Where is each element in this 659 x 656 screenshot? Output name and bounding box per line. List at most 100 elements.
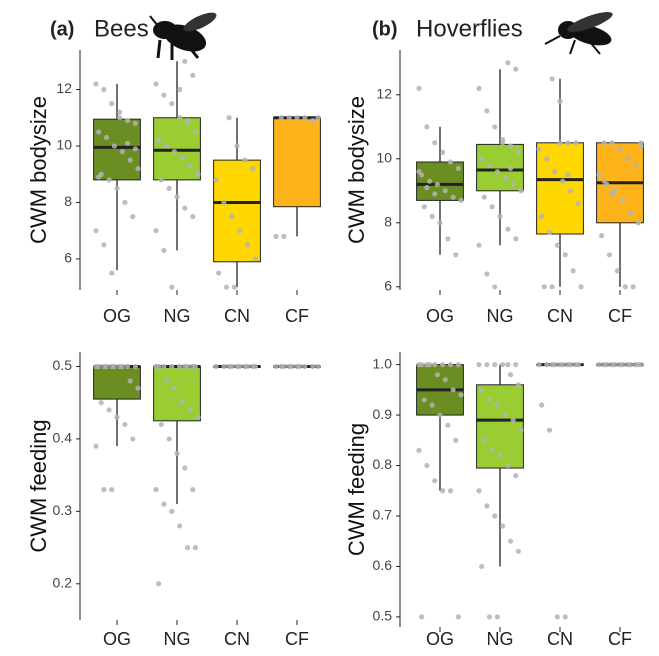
data-point	[153, 81, 159, 87]
data-point	[510, 181, 516, 187]
data-point	[278, 115, 284, 121]
data-point	[507, 372, 514, 378]
data-point	[109, 270, 115, 276]
x-tick-label: CF	[608, 629, 632, 649]
data-point	[179, 154, 185, 160]
data-point	[161, 501, 167, 507]
x-tick-label: CN	[547, 306, 573, 326]
data-point	[106, 177, 112, 183]
box	[93, 118, 141, 181]
data-point	[184, 363, 191, 370]
data-point	[101, 487, 107, 493]
data-point	[609, 140, 615, 146]
y-tick-label: 6	[384, 278, 392, 294]
data-point	[177, 523, 183, 529]
data-point	[500, 140, 506, 146]
data-point	[502, 175, 508, 181]
data-point	[440, 488, 446, 494]
data-point	[546, 229, 553, 235]
data-point	[578, 284, 584, 290]
data-point	[481, 437, 487, 443]
bee-icon	[149, 12, 217, 60]
data-point	[117, 109, 123, 115]
data-point	[546, 427, 553, 433]
data-point	[620, 197, 626, 203]
data-point	[635, 362, 641, 368]
data-point	[638, 143, 644, 149]
data-point	[505, 226, 511, 232]
y-tick-label: 0.4	[53, 430, 73, 446]
data-point	[510, 417, 516, 423]
data-point	[166, 436, 172, 442]
data-point	[195, 171, 201, 177]
data-point	[174, 194, 180, 200]
data-point	[479, 387, 485, 393]
data-point	[310, 117, 316, 124]
data-point	[182, 58, 188, 64]
data-point	[169, 363, 175, 370]
data-point	[447, 488, 454, 494]
y-tick-label: 12	[376, 86, 392, 102]
y-axis-label: CWM bodysize	[344, 96, 369, 244]
data-point	[419, 362, 425, 368]
data-point	[111, 363, 117, 370]
data-point	[541, 284, 547, 290]
data-point	[229, 363, 235, 370]
y-axis-label: CWM bodysize	[26, 96, 51, 244]
data-point	[421, 397, 427, 403]
data-point	[223, 284, 230, 290]
x-tick-label: OG	[103, 306, 131, 326]
data-point	[111, 143, 117, 149]
data-point	[119, 363, 125, 370]
data-point	[492, 284, 498, 290]
panel-title: Hoverflies	[416, 15, 523, 42]
data-point	[229, 213, 235, 220]
data-point	[515, 382, 521, 388]
data-point	[549, 76, 555, 82]
data-point	[158, 177, 164, 183]
data-point	[492, 124, 498, 130]
data-point	[505, 362, 511, 368]
data-point	[432, 362, 438, 368]
data-point	[562, 614, 568, 620]
data-point	[635, 220, 641, 226]
data-point	[119, 149, 125, 155]
data-point	[114, 414, 120, 420]
data-point	[453, 437, 459, 443]
data-point	[213, 177, 219, 183]
data-point	[458, 392, 464, 398]
x-tick-label: CN	[224, 629, 250, 649]
y-tick-label: 0.8	[373, 456, 393, 472]
data-point	[424, 462, 430, 469]
y-tick-label: 0.5	[53, 357, 73, 373]
data-point	[476, 362, 482, 368]
data-point	[601, 140, 607, 146]
data-point	[192, 363, 198, 370]
data-point	[132, 363, 138, 370]
data-point	[166, 185, 172, 191]
data-point	[518, 188, 524, 194]
data-point	[434, 372, 440, 378]
data-point	[575, 362, 581, 368]
data-point	[486, 162, 493, 168]
data-point	[161, 247, 167, 254]
data-point	[252, 363, 258, 370]
data-point	[507, 143, 514, 149]
data-point	[507, 165, 514, 171]
data-point	[195, 414, 201, 420]
data-point	[486, 397, 493, 403]
data-point	[596, 172, 602, 178]
y-tick-label: 8	[64, 193, 72, 209]
data-point	[153, 228, 159, 234]
box	[476, 143, 524, 192]
data-point	[544, 156, 550, 162]
data-point	[416, 169, 422, 175]
data-point	[609, 191, 615, 197]
data-point	[450, 387, 456, 393]
data-point	[455, 165, 461, 171]
data-point	[554, 242, 560, 248]
data-point	[237, 363, 243, 370]
data-point	[182, 205, 188, 211]
box	[416, 161, 464, 201]
